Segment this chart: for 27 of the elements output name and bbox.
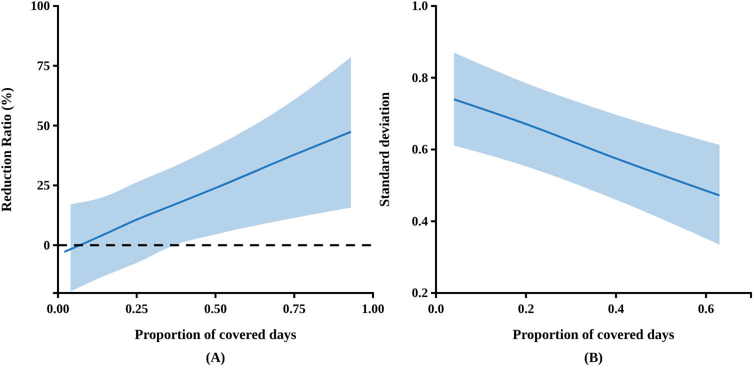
y-tick-label: 75 [37, 58, 50, 73]
x-tick-label: 0.2 [518, 301, 534, 316]
y-tick-label: 25 [37, 178, 50, 193]
x-axis-title: Proportion of covered days [134, 328, 297, 343]
x-tick-label: 0.6 [698, 301, 715, 316]
x-tick-label: 0.75 [282, 301, 306, 316]
y-tick-label: 1.0 [412, 0, 428, 14]
x-tick-label: 0.00 [46, 301, 70, 316]
y-tick-label: 0.2 [412, 285, 428, 300]
line-series [453, 98, 720, 196]
y-tick-label: 0.4 [412, 213, 428, 228]
x-tick-label: 0.4 [608, 301, 625, 316]
y-tick-label: 50 [37, 118, 50, 133]
x-axis-title: Proportion of covered days [512, 328, 675, 343]
y-axis-title: Standard deviation [378, 92, 393, 207]
x-tick-label: 0.0 [428, 301, 444, 316]
y-axis-title: Reduction Ratio (%) [0, 86, 15, 212]
x-tick-label: 0.50 [204, 301, 227, 316]
y-tick-label: 0 [44, 237, 50, 252]
y-tick-label: 100 [30, 0, 50, 14]
y-tick-label: 0.6 [412, 142, 428, 157]
line-series [63, 130, 352, 253]
y-tick-label: 0.8 [412, 70, 428, 85]
text: (A) [206, 351, 226, 366]
text: (B) [584, 351, 604, 366]
x-tick-label: 1.00 [362, 301, 384, 316]
x-tick-label: 0.25 [125, 301, 149, 316]
